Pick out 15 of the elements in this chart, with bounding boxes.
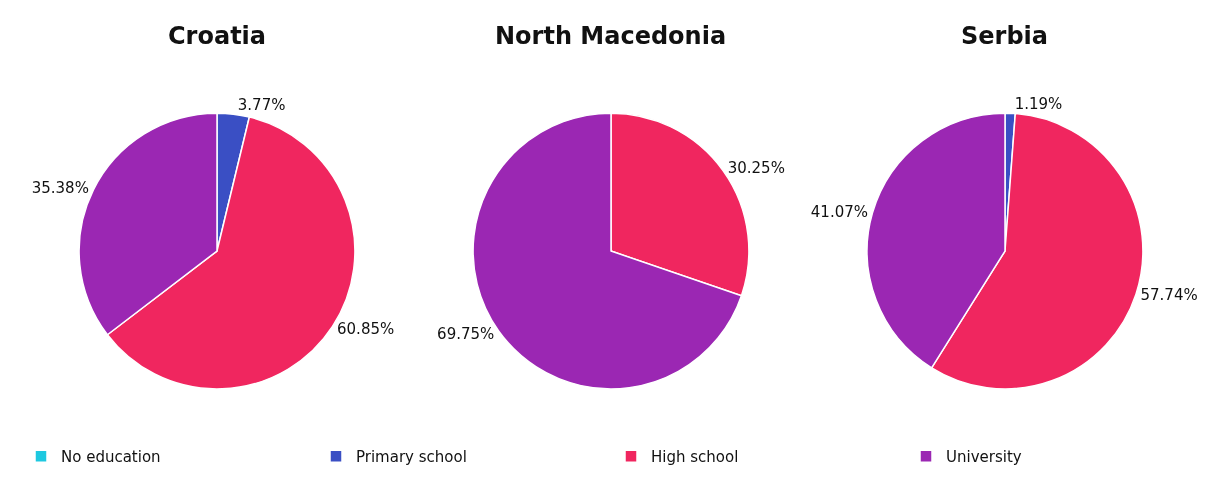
chart-title: North Macedonia <box>495 22 727 50</box>
data-label: 69.75% <box>437 325 495 344</box>
data-label: 41.07% <box>810 203 868 222</box>
data-label: 3.77% <box>237 96 286 115</box>
data-label: 30.25% <box>727 158 785 177</box>
legend-label: University <box>946 448 1022 467</box>
legend-label: No education <box>61 448 161 467</box>
data-label: 57.74% <box>1140 286 1198 305</box>
chart-title: Croatia <box>168 22 267 50</box>
data-label: 60.85% <box>337 320 395 339</box>
chart-title: Serbia <box>961 22 1048 50</box>
legend-label: High school <box>651 448 739 467</box>
legend-label: Primary school <box>356 448 467 467</box>
data-label: 35.38% <box>31 179 89 198</box>
data-label: 1.19% <box>1014 95 1063 114</box>
